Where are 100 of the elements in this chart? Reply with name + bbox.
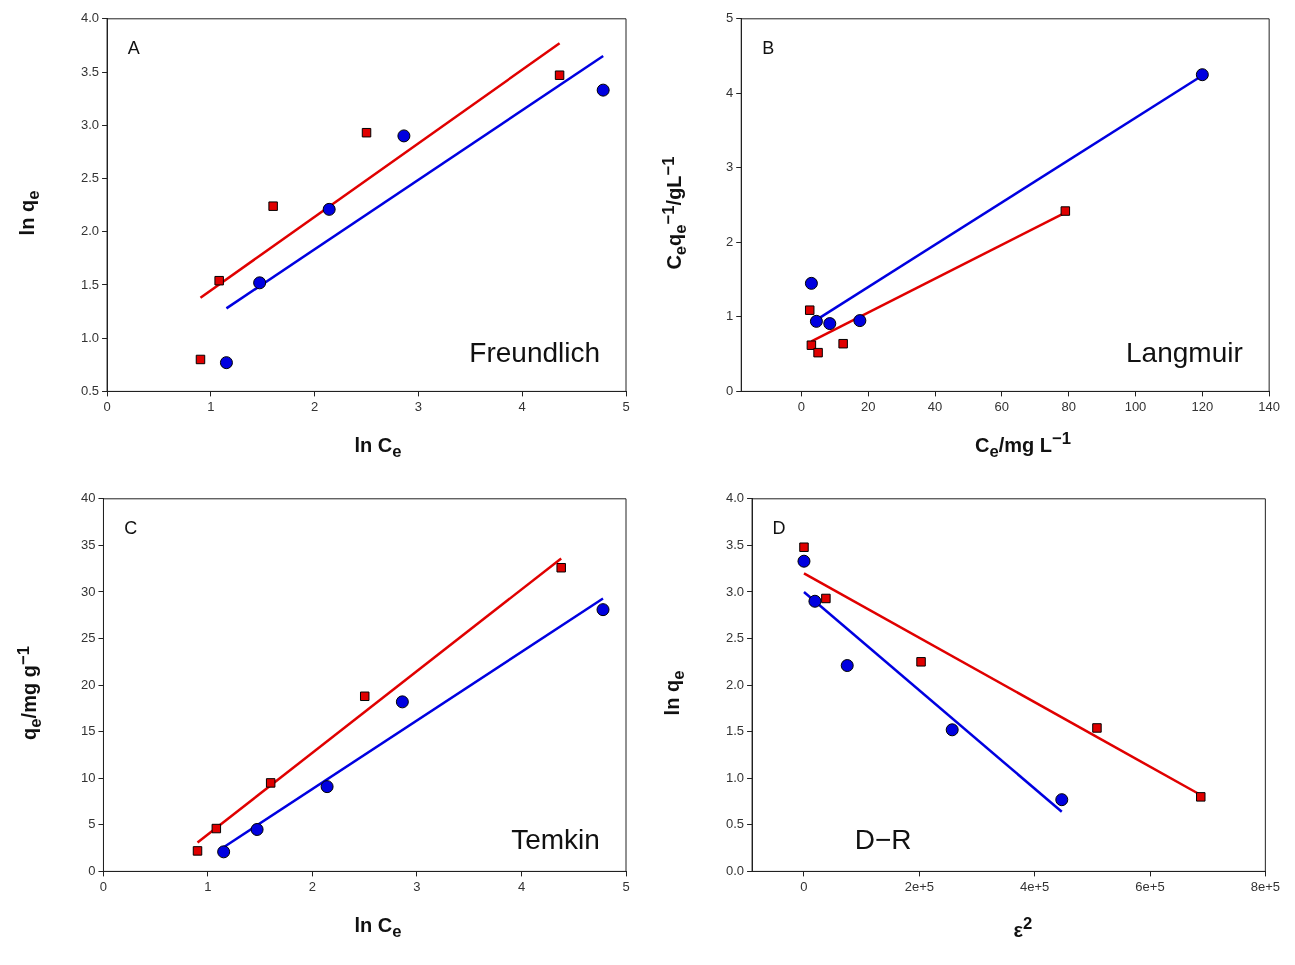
y-tick-label: 25 [80, 630, 96, 646]
point [1196, 792, 1206, 802]
x-tick-label: 8e+5 [1250, 878, 1281, 894]
point [250, 822, 264, 836]
annotation: Freundlich [469, 336, 601, 368]
point [1092, 723, 1102, 733]
y-tick-label: 20 [80, 676, 96, 692]
y-tick-label: 2.5 [80, 170, 100, 186]
point [945, 723, 959, 737]
point [823, 317, 837, 331]
y-tick-label: 2.0 [725, 676, 745, 692]
annotation: B [762, 37, 775, 58]
x-tick-label: 2 [311, 398, 319, 414]
x-tick-label: 2 [308, 878, 317, 894]
point [799, 542, 809, 552]
point [214, 275, 224, 286]
point [596, 603, 610, 617]
point [1055, 793, 1069, 807]
x-tick-label: 0 [103, 398, 111, 414]
y-tick-label: 1.5 [725, 723, 745, 739]
y-tick-label: 0 [726, 382, 734, 398]
x-axis-title: C$_{e}$/mg L$^{−1}$ [973, 429, 1073, 462]
y-tick-label: 3.0 [725, 583, 745, 599]
y-tick-label: 4 [726, 84, 734, 100]
point [320, 780, 334, 794]
x-tick-label: 3 [414, 398, 423, 414]
point [268, 201, 278, 211]
x-tick-label: 1 [204, 878, 212, 894]
annotation: Langmuir [1126, 336, 1243, 368]
point [217, 845, 231, 859]
annotation: D−R [854, 824, 912, 856]
point [265, 778, 276, 788]
point [359, 691, 370, 702]
y-tick-label: 10 [80, 769, 96, 785]
point [361, 127, 372, 138]
y-tick-label: 1.0 [80, 329, 100, 345]
x-tick-label: 5 [622, 878, 630, 894]
y-tick-label: 0.5 [80, 382, 100, 398]
point [838, 338, 848, 349]
point [253, 276, 267, 290]
y-tick-label: 3.5 [80, 63, 100, 79]
y-tick-label: 35 [80, 536, 96, 552]
point [395, 695, 409, 709]
y-tick-label: 30 [80, 583, 96, 599]
x-tick-label: 80 [1061, 398, 1076, 414]
point [195, 354, 206, 365]
x-tick-label: 2e+5 [904, 878, 934, 894]
y-tick-label: 3.5 [725, 536, 745, 552]
point [797, 554, 811, 568]
y-tick-label: 1.0 [725, 769, 745, 785]
point [397, 129, 411, 143]
point [853, 314, 867, 328]
point [804, 276, 818, 290]
point [322, 202, 336, 216]
y-tick-label: 0.0 [725, 862, 745, 878]
annotation: D [772, 517, 786, 538]
x-tick-label: 4e+5 [1020, 878, 1050, 894]
y-tick-label: 40 [80, 490, 96, 506]
y-tick-label: 5 [726, 10, 734, 26]
x-axis-title: ln C$_{e}$ [353, 434, 403, 462]
x-tick-label: 3 [413, 878, 421, 894]
x-tick-label: 60 [994, 398, 1010, 414]
x-tick-label: 0 [800, 878, 808, 894]
y-tick-label: 5 [88, 816, 96, 832]
point [1060, 206, 1071, 216]
point [809, 314, 823, 328]
point [813, 347, 823, 358]
x-tick-label: 6e+5 [1135, 878, 1165, 894]
x-axis-title: ε$^{2}$ [1012, 914, 1034, 942]
x-tick-label: 4 [517, 878, 526, 894]
point [596, 83, 610, 97]
y-tick-label: 2.5 [725, 630, 745, 646]
point [808, 594, 822, 608]
point [192, 846, 203, 856]
y-tick-label: 1 [726, 308, 734, 324]
point [556, 562, 566, 573]
x-axis-title: ln C$_{e}$ [353, 914, 403, 942]
y-tick-label: 3.0 [80, 116, 100, 132]
y-tick-label: 2.0 [80, 223, 100, 239]
x-tick-label: 20 [860, 398, 876, 414]
x-tick-label: 1 [207, 398, 215, 414]
point [804, 305, 815, 315]
point [219, 356, 233, 370]
x-tick-label: 0 [797, 398, 805, 414]
y-tick-label: 15 [80, 723, 96, 739]
point [840, 659, 854, 673]
x-tick-label: 40 [927, 398, 943, 414]
annotation: C [124, 517, 138, 538]
y-tick-label: 1.5 [80, 276, 100, 292]
y-tick-label: 4.0 [725, 490, 745, 506]
y-tick-label: 0.5 [725, 816, 745, 832]
point [916, 657, 926, 667]
point [806, 340, 817, 350]
y-tick-label: 2 [726, 233, 734, 249]
point [211, 823, 222, 834]
x-tick-label: 100 [1124, 398, 1147, 414]
point [554, 70, 565, 80]
x-tick-label: 4 [518, 398, 526, 414]
x-tick-label: 140 [1258, 398, 1281, 414]
x-tick-label: 5 [622, 398, 630, 414]
